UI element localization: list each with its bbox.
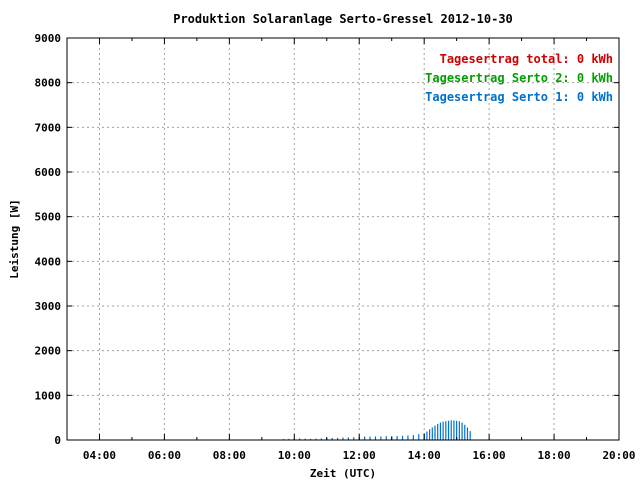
y-tick-label: 4000 (35, 255, 62, 268)
legend-entry-value: 0 kWh (577, 52, 613, 66)
x-tick-label: 18:00 (537, 449, 570, 462)
y-tick-label: 5000 (35, 211, 62, 224)
y-tick-label: 2000 (35, 345, 62, 358)
x-tick-label: 10:00 (278, 449, 311, 462)
legend-entry: Tagesertrag Serto 1: 0 kWh (425, 90, 613, 104)
legend-entry-value: 0 kWh (577, 90, 613, 104)
y-tick-label: 8000 (35, 77, 62, 90)
y-tick-label: 3000 (35, 300, 62, 313)
x-axis-label: Zeit (UTC) (310, 467, 376, 480)
legend-entry-label: Tagesertrag Serto 1: (425, 90, 577, 104)
y-axis-label: Leistung [W] (8, 199, 21, 278)
y-tick-label: 6000 (35, 166, 62, 179)
x-tick-label: 14:00 (408, 449, 441, 462)
chart-title: Produktion Solaranlage Serto-Gressel 201… (173, 12, 513, 26)
legend-entry: Tagesertrag total: 0 kWh (440, 52, 613, 66)
series-serto-1-bars (282, 420, 471, 440)
x-axis-ticks: 04:00 06:00 08:00 10:00 12:00 14:00 16:00 18:00… (66, 38, 636, 462)
plot-frame (66, 37, 620, 441)
legend-entry-value: 0 kWh (577, 71, 613, 85)
y-axis-ticks: 0 1000 2000 3000 4000 5000 6000 7000 8000 9000 (35, 32, 619, 447)
x-tick-label: 06:00 (148, 449, 181, 462)
x-tick-label: 08:00 (213, 449, 246, 462)
x-tick-label: 16:00 (473, 449, 506, 462)
grid (67, 38, 619, 440)
y-tick-label: 9000 (35, 32, 62, 45)
legend-entry: Tagesertrag Serto 2: 0 kWh (425, 71, 613, 85)
legend-entry-label: Tagesertrag Serto 2: (425, 71, 577, 85)
x-tick-label: 12:00 (343, 449, 376, 462)
y-tick-label: 7000 (35, 121, 62, 134)
y-tick-label: 0 (54, 434, 61, 447)
x-tick-label: 04:00 (83, 449, 116, 462)
x-tick-label: 20:00 (602, 449, 635, 462)
y-tick-label: 1000 (35, 389, 62, 402)
legend-entry-label: Tagesertrag total: (440, 52, 577, 66)
